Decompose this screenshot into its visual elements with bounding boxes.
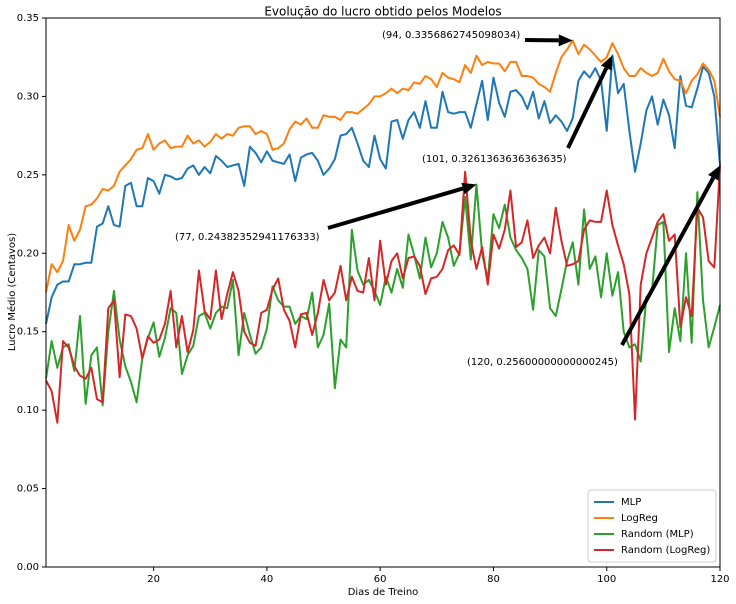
y-tick-label: 0.20 (17, 248, 39, 259)
y-tick-label: 0.05 (17, 484, 39, 495)
y-tick-label: 0.30 (17, 91, 39, 102)
legend-label: Random (MLP) (621, 529, 694, 540)
annotation-arrow (566, 67, 609, 149)
y-tick-label: 0.15 (17, 327, 39, 338)
legend-label: Random (LogReg) (621, 545, 710, 556)
x-tick-label: 40 (261, 574, 274, 585)
y-tick-label: 0.10 (17, 405, 39, 416)
annotation-text: (101, 0.3261363636363635) (422, 154, 567, 165)
legend-box (587, 489, 717, 563)
series-line (45, 165, 721, 424)
y-axis-label: Lucro Médio (Centavos) (6, 233, 18, 351)
annotation-arrowhead (600, 55, 613, 71)
series-line (45, 39, 721, 293)
annotation-arrowhead (708, 165, 720, 181)
annotation-arrowhead (558, 34, 573, 47)
annotation-arrow (620, 176, 716, 346)
annotation-text: (94, 0.3356862745098034) (382, 30, 520, 41)
x-tick-label: 120 (710, 574, 729, 585)
x-tick-label: 60 (374, 574, 387, 585)
annotation-arrowhead (461, 182, 477, 195)
legend-label: LogReg (621, 513, 658, 524)
annotation-text: (77, 0.24382352941176333) (175, 232, 320, 243)
x-tick-label: 100 (597, 574, 616, 585)
plot-frame (45, 17, 721, 568)
annotation-arrow (327, 186, 464, 230)
y-tick-label: 0.35 (17, 13, 39, 24)
series-line (45, 54, 721, 325)
annotation-text: (120, 0.25600000000000245) (467, 357, 618, 368)
y-tick-label: 0.25 (17, 170, 39, 181)
x-tick-label: 20 (147, 574, 160, 585)
x-tick-label: 80 (487, 574, 500, 585)
chart-title: Evolução do lucro obtido pelos Modelos (264, 5, 501, 19)
x-axis-label: Dias de Treino (348, 587, 419, 598)
y-tick-label: 0.00 (17, 562, 39, 573)
series-line (45, 183, 721, 407)
legend-label: MLP (621, 497, 641, 508)
